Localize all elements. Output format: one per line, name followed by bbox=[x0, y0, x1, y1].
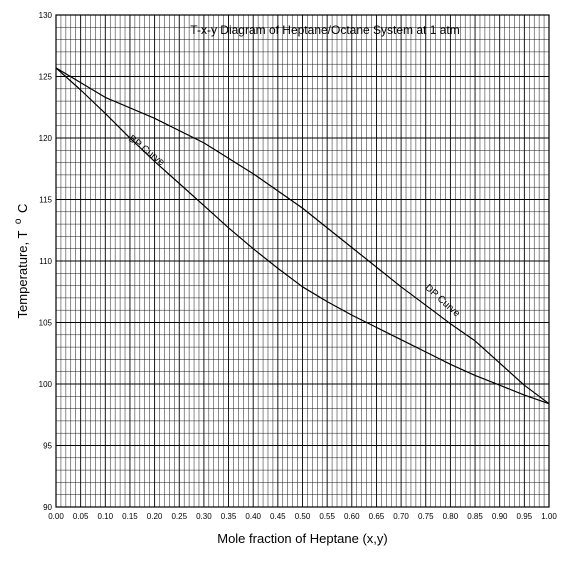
x-tick-label: 0.20 bbox=[147, 512, 163, 521]
x-tick-label: 0.90 bbox=[492, 512, 508, 521]
x-tick-label: 0.60 bbox=[344, 512, 360, 521]
x-tick-label: 0.35 bbox=[221, 512, 237, 521]
x-tick-label: 0.70 bbox=[393, 512, 409, 521]
y-tick-label: 90 bbox=[43, 503, 52, 512]
bp-curve-line bbox=[55, 67, 550, 405]
chart-curves bbox=[55, 67, 550, 405]
curve-labels: BP Curve DP Curve bbox=[126, 133, 462, 319]
x-tick-label: 0.40 bbox=[245, 512, 261, 521]
dp-curve-label: DP Curve bbox=[422, 282, 462, 319]
x-tick-label: 0.10 bbox=[98, 512, 114, 521]
y-tick-labels: 90 95 100 105 110 115 120 125 130 bbox=[39, 11, 53, 512]
y-tick-label: 120 bbox=[39, 134, 53, 143]
chart-title: T-x-y Diagram of Heptane/Octane System a… bbox=[190, 23, 459, 37]
x-tick-label: 0.95 bbox=[517, 512, 533, 521]
x-tick-label: 0.30 bbox=[196, 512, 212, 521]
y-tick-label: 130 bbox=[39, 11, 53, 20]
plot-frame bbox=[55, 14, 550, 508]
x-tick-label: 0.50 bbox=[295, 512, 311, 521]
x-tick-label: 1.00 bbox=[541, 512, 557, 521]
x-tick-label: 0.05 bbox=[73, 512, 89, 521]
x-tick-label: 0.80 bbox=[443, 512, 459, 521]
x-tick-label: 0.65 bbox=[369, 512, 385, 521]
x-tick-label: 0.55 bbox=[319, 512, 335, 521]
x-tick-label: 0.15 bbox=[122, 512, 138, 521]
x-tick-labels: 0.00 0.05 0.10 0.15 0.20 0.25 0.30 0.35 0.40 0.45… bbox=[48, 512, 557, 521]
bp-curve-label: BP Curve bbox=[126, 133, 167, 168]
y-axis-title-degree: o bbox=[13, 218, 24, 224]
y-axis-title-text: Temperature, T bbox=[15, 230, 30, 318]
x-tick-label: 0.45 bbox=[270, 512, 286, 521]
y-tick-label: 115 bbox=[39, 196, 52, 205]
y-axis-title: Temperature, T o C bbox=[9, 204, 30, 319]
x-tick-label: 0.00 bbox=[48, 512, 64, 521]
x-tick-label: 0.25 bbox=[171, 512, 187, 521]
chart-grid bbox=[55, 14, 550, 508]
dp-curve-line bbox=[55, 67, 550, 405]
x-axis-title: Mole fraction of Heptane (x,y) bbox=[217, 531, 388, 546]
x-tick-label: 0.85 bbox=[467, 512, 483, 521]
y-axis-title-unit: C bbox=[15, 204, 30, 213]
y-tick-label: 100 bbox=[39, 380, 53, 389]
y-tick-label: 105 bbox=[39, 319, 53, 328]
x-tick-label: 0.75 bbox=[418, 512, 434, 521]
y-tick-label: 95 bbox=[43, 442, 52, 451]
y-tick-label: 110 bbox=[39, 257, 52, 266]
y-tick-label: 125 bbox=[39, 73, 53, 82]
